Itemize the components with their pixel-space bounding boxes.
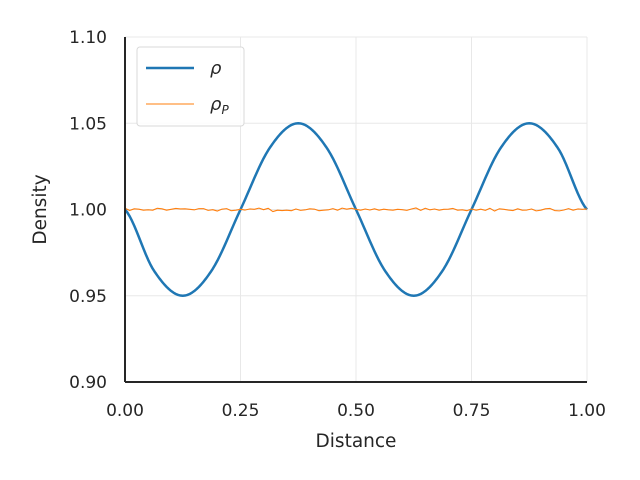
x-axis-label: Distance xyxy=(316,431,397,452)
y-tick-label: 1.00 xyxy=(69,201,107,221)
axes xyxy=(124,37,587,383)
x-tick-label: 0.25 xyxy=(222,401,260,421)
y-tick-label: 0.90 xyxy=(69,373,107,393)
x-tick-label: 0.50 xyxy=(337,401,375,421)
legend-label-rho: ρ xyxy=(210,58,222,79)
x-tick-label: 0.75 xyxy=(453,401,491,421)
series-lines xyxy=(124,122,588,297)
y-axis-label: Density xyxy=(30,174,51,244)
y-tick-label: 0.95 xyxy=(69,287,107,307)
legend-label-rho-p-subscript: P xyxy=(221,103,229,117)
legend: ρ ρP xyxy=(136,46,245,127)
legend-label-rho-p: ρP xyxy=(210,94,229,117)
series-line-rho-p xyxy=(124,207,588,213)
x-tick-label: 1.00 xyxy=(568,401,606,421)
y-tick-label: 1.05 xyxy=(69,114,107,134)
x-tick-label: 0.00 xyxy=(106,401,144,421)
y-tick-label: 1.10 xyxy=(69,28,107,48)
legend-label-rho-p-base: ρ xyxy=(210,94,222,115)
tick-labels: 0.00 0.25 0.50 0.75 1.00 0.90 0.95 1.00 1.05 1.10 xyxy=(69,28,606,421)
